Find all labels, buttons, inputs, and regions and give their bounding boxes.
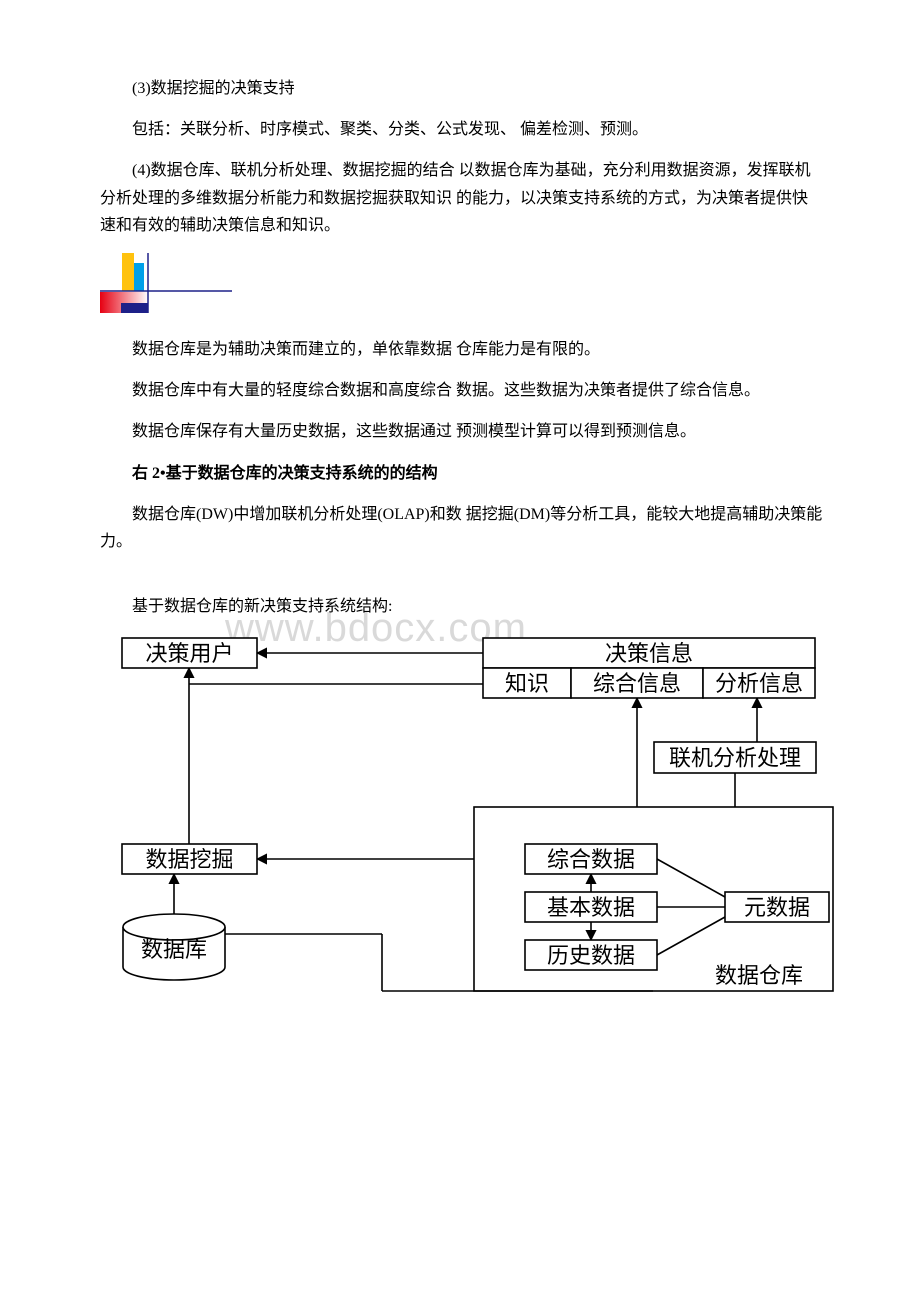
svg-text:决策信息: 决策信息 <box>605 641 693 666</box>
svg-text:历史数据: 历史数据 <box>547 943 635 968</box>
section-heading-prefix: 右 2• <box>132 465 166 482</box>
para-dw-limited: 数据仓库是为辅助决策而建立的，单依靠数据 仓库能力是有限的。 <box>100 336 825 363</box>
para-dw-olap-dm: 数据仓库(DW)中增加联机分析处理(OLAP)和数 据挖掘(DM)等分析工具，能… <box>100 501 825 555</box>
dss-structure-diagram: 数据仓库 决策用户 决策信息知识 综合信息 分析信息联机分析处理数据挖掘 综合数据基本数据… <box>100 634 825 999</box>
svg-text:综合数据: 综合数据 <box>547 847 635 872</box>
para-4: (4)数据仓库、联机分析处理、数据挖掘的结合 以数据仓库为基础，充分利用数据资源… <box>100 157 825 239</box>
para-dw-summary: 数据仓库中有大量的轻度综合数据和高度综合 数据。这些数据为决策者提供了综合信息。 <box>100 377 825 404</box>
section-heading-2: 右 2•基于数据仓库的决策支持系统的的结构 <box>100 460 825 487</box>
para-dw-history: 数据仓库保存有大量历史数据，这些数据通过 预测模型计算可以得到预测信息。 <box>100 418 825 445</box>
svg-text:数据仓库: 数据仓库 <box>715 963 803 988</box>
svg-text:综合信息: 综合信息 <box>593 671 681 696</box>
svg-text:数据挖掘: 数据挖掘 <box>145 847 233 872</box>
svg-text:数据库: 数据库 <box>141 937 207 962</box>
svg-text:联机分析处理: 联机分析处理 <box>669 746 801 771</box>
section-heading-text: 基于数据仓库的决策支持系统的的结构 <box>166 465 438 482</box>
svg-text:决策用户: 决策用户 <box>145 641 233 666</box>
decorative-small-image <box>100 253 825 320</box>
para-3-heading: (3)数据挖掘的决策支持 <box>100 75 825 102</box>
svg-text:知识: 知识 <box>505 671 549 696</box>
para-3-body: 包括：关联分析、时序模式、聚类、分类、公式发现、 偏差检测、预测。 <box>100 116 825 143</box>
para-structure-intro: 基于数据仓库的新决策支持系统结构: <box>100 593 825 620</box>
svg-text:基本数据: 基本数据 <box>547 895 635 920</box>
svg-text:分析信息: 分析信息 <box>715 671 803 696</box>
svg-text:元数据: 元数据 <box>744 895 810 920</box>
